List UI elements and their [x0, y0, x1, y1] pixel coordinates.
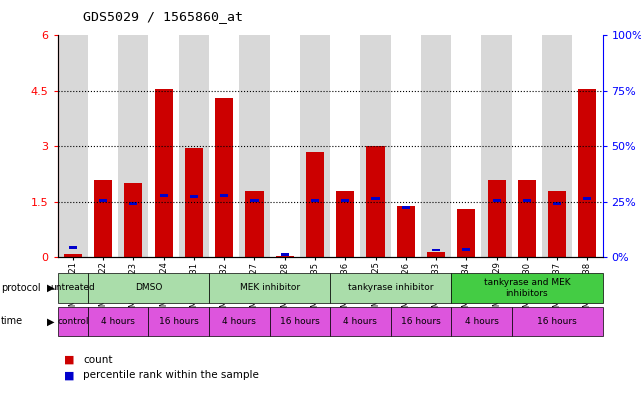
Bar	[88, 35, 118, 257]
Bar	[512, 307, 603, 336]
Text: 16 hours: 16 hours	[159, 317, 199, 326]
Bar	[578, 89, 597, 257]
Text: GDS5029 / 1565860_at: GDS5029 / 1565860_at	[83, 10, 244, 23]
Bar	[512, 35, 542, 257]
Bar	[58, 307, 88, 336]
Text: control: control	[57, 317, 88, 326]
Text: ▶: ▶	[47, 316, 54, 326]
Bar	[523, 198, 531, 202]
Text: tankyrase and MEK
inhibitors: tankyrase and MEK inhibitors	[483, 278, 570, 298]
Bar	[270, 35, 300, 257]
Bar	[149, 35, 179, 257]
Bar	[88, 273, 209, 303]
Text: MEK inhibitor: MEK inhibitor	[240, 283, 299, 292]
Bar	[63, 254, 82, 257]
Bar	[190, 195, 198, 198]
Bar	[69, 246, 77, 249]
Bar	[94, 180, 112, 257]
Bar	[548, 191, 566, 257]
Bar	[572, 35, 603, 257]
Text: ■: ■	[64, 354, 74, 365]
Text: count: count	[83, 354, 113, 365]
Text: 16 hours: 16 hours	[537, 317, 577, 326]
Text: 4 hours: 4 hours	[344, 317, 378, 326]
Bar	[462, 248, 470, 251]
Text: untreated: untreated	[51, 283, 96, 292]
Bar	[583, 197, 592, 200]
Bar	[367, 146, 385, 257]
Bar	[179, 35, 209, 257]
Bar	[427, 252, 445, 257]
Bar	[306, 152, 324, 257]
Bar	[311, 198, 319, 202]
Bar	[336, 191, 354, 257]
Bar	[371, 197, 379, 200]
Bar	[220, 194, 228, 197]
Bar	[124, 184, 142, 257]
Bar	[239, 35, 270, 257]
Bar	[492, 198, 501, 202]
Bar	[281, 253, 289, 255]
Bar	[246, 191, 263, 257]
Bar	[58, 273, 88, 303]
Bar	[432, 248, 440, 252]
Bar	[553, 202, 562, 205]
Bar	[209, 273, 330, 303]
Text: DMSO: DMSO	[135, 283, 162, 292]
Bar	[270, 307, 330, 336]
Bar	[154, 89, 172, 257]
Text: protocol: protocol	[1, 283, 40, 293]
Bar	[209, 307, 270, 336]
Bar	[360, 35, 390, 257]
Bar	[518, 180, 536, 257]
Bar	[390, 307, 451, 336]
Bar	[209, 35, 239, 257]
Bar	[330, 35, 360, 257]
Bar	[149, 307, 209, 336]
Bar	[488, 180, 506, 257]
Bar	[481, 35, 512, 257]
Text: ■: ■	[64, 370, 74, 380]
Bar	[330, 273, 451, 303]
Bar	[99, 198, 107, 202]
Text: 16 hours: 16 hours	[401, 317, 441, 326]
Bar	[215, 98, 233, 257]
Bar	[58, 35, 88, 257]
Bar	[451, 273, 603, 303]
Bar	[251, 198, 258, 202]
Bar	[129, 202, 137, 205]
Bar	[542, 35, 572, 257]
Bar	[421, 35, 451, 257]
Text: ▶: ▶	[47, 283, 54, 293]
Bar	[451, 35, 481, 257]
Bar	[88, 307, 149, 336]
Bar	[276, 255, 294, 257]
Bar	[341, 198, 349, 202]
Text: time: time	[1, 316, 23, 326]
Text: 4 hours: 4 hours	[222, 317, 256, 326]
Bar	[185, 148, 203, 257]
Bar	[118, 35, 149, 257]
Text: 16 hours: 16 hours	[280, 317, 320, 326]
Text: percentile rank within the sample: percentile rank within the sample	[83, 370, 259, 380]
Text: 4 hours: 4 hours	[101, 317, 135, 326]
Bar	[402, 206, 410, 209]
Bar	[300, 35, 330, 257]
Bar	[457, 209, 476, 257]
Text: 4 hours: 4 hours	[465, 317, 499, 326]
Bar	[397, 206, 415, 257]
Text: tankyrase inhibitor: tankyrase inhibitor	[348, 283, 433, 292]
Bar	[330, 307, 390, 336]
Bar	[390, 35, 421, 257]
Bar	[451, 307, 512, 336]
Bar	[160, 194, 168, 197]
